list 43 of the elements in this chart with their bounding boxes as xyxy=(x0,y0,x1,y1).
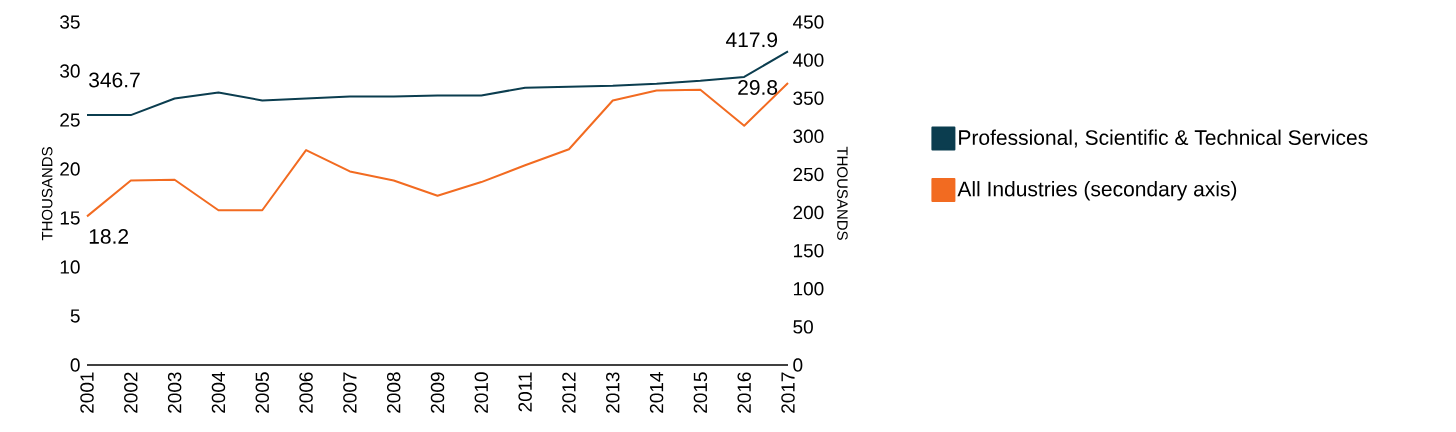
x-tick-label: 2007 xyxy=(343,372,357,413)
y-tick-label: 15 xyxy=(60,211,80,225)
y2-axis-title: THOUSANDS xyxy=(837,146,848,240)
y2-tick-label: 100 xyxy=(793,282,824,296)
y-tick-label: 5 xyxy=(70,309,80,323)
x-tick-label: 2016 xyxy=(737,372,751,413)
y2-tick-label: 200 xyxy=(793,205,824,220)
annotation: 18.2 xyxy=(89,229,129,244)
x-tick-label: 2012 xyxy=(562,372,576,413)
x-tick-label: 2005 xyxy=(255,372,269,413)
y-tick-label: 10 xyxy=(60,260,80,274)
legend-label: Professional, Scientific & Technical Services xyxy=(959,129,1368,148)
y2-tick-label: 450 xyxy=(792,15,824,29)
x-tick-label: 2017 xyxy=(781,372,795,413)
y2-tick-label: 350 xyxy=(793,91,824,105)
x-tick-label: 2008 xyxy=(386,372,401,413)
x-tick-label: 2002 xyxy=(124,372,138,413)
y2-tick-label: 50 xyxy=(793,320,813,334)
y2-tick-label: 250 xyxy=(793,167,824,182)
legend-label: All Industries (secondary axis) xyxy=(957,181,1237,201)
annotation: 29.8 xyxy=(738,80,778,95)
x-tick-label: 2015 xyxy=(693,372,708,413)
y-tick-label: 35 xyxy=(60,15,80,29)
y2-tick-label: 400 xyxy=(792,53,824,67)
y2-tick-label: 150 xyxy=(793,243,824,258)
y-tick-label: 20 xyxy=(60,162,80,176)
x-tick-label: 2001 xyxy=(80,372,94,413)
y-tick-label: 0 xyxy=(70,358,80,372)
x-tick-label: 2011 xyxy=(518,372,532,412)
x-tick-label: 2004 xyxy=(211,372,226,413)
y-tick-label: 30 xyxy=(60,64,80,78)
y2-tick-label: 300 xyxy=(793,129,824,144)
y-axis-title: THOUSANDS xyxy=(41,147,53,241)
x-tick-label: 2006 xyxy=(299,372,313,413)
x-tick-label: 2013 xyxy=(606,372,620,413)
x-tick-label: 2009 xyxy=(430,372,445,413)
y2-tick-label: 0 xyxy=(793,358,803,372)
annotation: 346.7 xyxy=(89,72,140,88)
y-tick-label: 25 xyxy=(60,113,80,127)
x-tick-label: 2010 xyxy=(474,372,489,413)
x-tick-label: 2014 xyxy=(649,372,664,413)
annotation: 417.9 xyxy=(725,32,778,48)
x-tick-label: 2003 xyxy=(167,372,182,413)
